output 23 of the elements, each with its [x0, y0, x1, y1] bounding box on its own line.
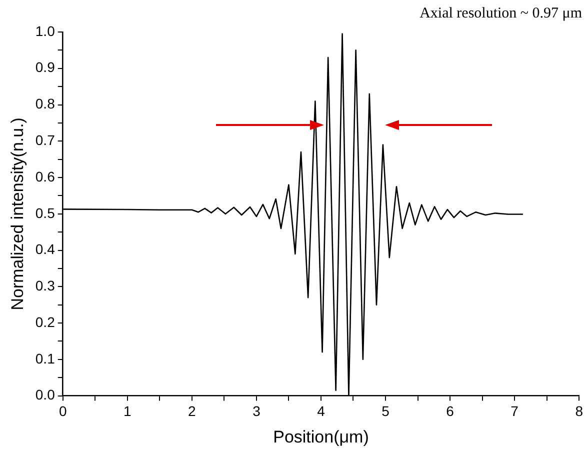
y-tick-label: 0.1 — [35, 350, 56, 366]
y-tick-label: 0.4 — [35, 241, 56, 258]
x-tick-label: 1 — [123, 403, 132, 420]
x-axis-title: Position(μm) — [273, 427, 369, 446]
y-tick-label: 0.6 — [35, 168, 56, 184]
y-tick-label: 0.3 — [35, 278, 56, 294]
x-tick-label: 2 — [188, 403, 196, 420]
x-tick-label: 0 — [58, 403, 67, 420]
x-tick-label: 6 — [446, 403, 454, 420]
y-tick-label: 0.8 — [35, 96, 56, 112]
y-tick-label: 0.9 — [35, 59, 56, 76]
y-tick-label: 0.2 — [35, 314, 56, 330]
text: Axial resolution ~ 0.97 μm — [420, 5, 582, 22]
x-tick-label: 4 — [317, 403, 326, 420]
x-tick-label: 7 — [510, 403, 519, 420]
y-axis-title: Normalized intensity(n.u.) — [8, 118, 27, 310]
y-tick-label: 1.0 — [35, 22, 56, 39]
y-tick-label: 0.7 — [35, 132, 56, 148]
y-tick-label: 0.5 — [35, 204, 56, 221]
x-tick-label: 3 — [252, 403, 261, 420]
x-tick-label: 5 — [382, 403, 390, 420]
x-tick-label: 8 — [575, 403, 584, 420]
y-tick-label: 0.0 — [35, 386, 56, 403]
